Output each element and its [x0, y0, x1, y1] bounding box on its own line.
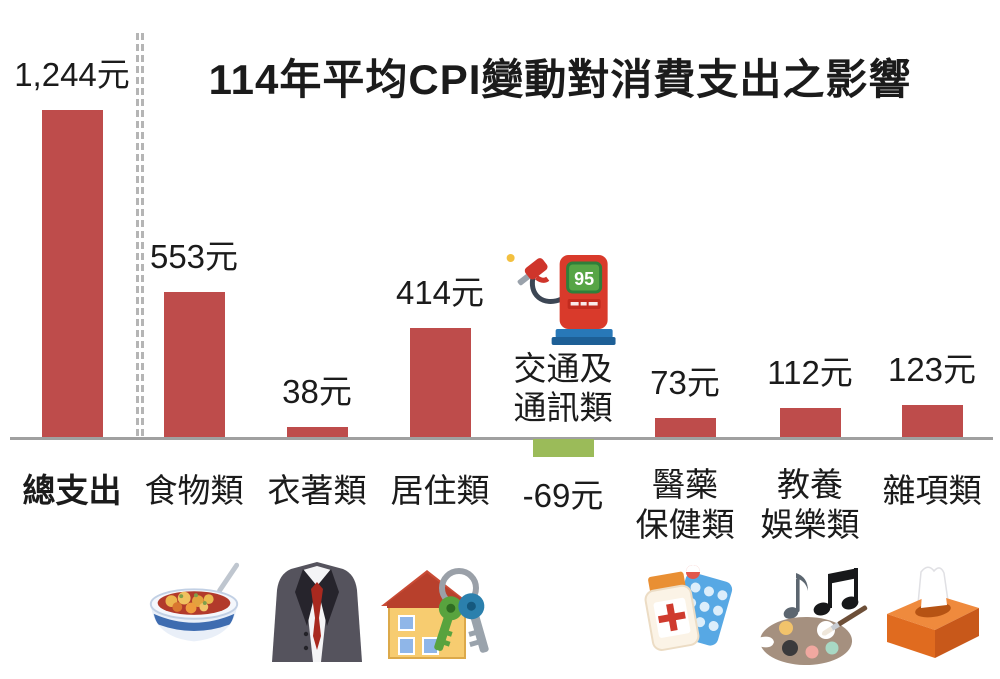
category-label: 總支出 [22, 472, 122, 509]
chart-title: 114年平均CPI變動對消費支出之影響 [208, 56, 912, 103]
bar-housing [409, 328, 471, 437]
medicine-icon [629, 556, 741, 668]
chart-column-education-entertainment: 112元 教養 娛樂類 [748, 0, 872, 679]
chart-column-total: 1,244元 總支出 [10, 0, 134, 679]
bar-value-label: 553元 [149, 238, 239, 275]
bar-food [163, 292, 225, 437]
bar-value-label: 123元 [887, 351, 977, 388]
bar-miscellaneous [901, 405, 963, 437]
total-separator-dashed-line [136, 33, 139, 437]
bar-education-entertainment [779, 408, 841, 437]
bar-value-label: 73元 [650, 364, 720, 401]
bar-clothing [286, 427, 348, 437]
house-keys-icon [379, 556, 501, 668]
x-axis-line [10, 437, 993, 440]
category-label: 教養 娛樂類 [760, 466, 860, 543]
suit-tie-icon [267, 556, 367, 668]
total-separator-dashed-line [141, 33, 144, 437]
chart-column-transport: 95 交通及 通訊類 -69元 [501, 0, 625, 679]
chart-column-miscellaneous: 123元 雜項類 [870, 0, 994, 679]
fuel-pump-icon: 95 [504, 247, 616, 345]
music-palette-icon [750, 556, 870, 668]
bar-medical [654, 418, 716, 437]
bar-total [41, 110, 103, 437]
chart-column-clothing: 38元 衣著類 [255, 0, 379, 679]
category-label: 食物類 [144, 472, 244, 509]
tissue-box-icon [875, 556, 989, 666]
bar-value-label: 1,244元 [14, 56, 130, 93]
bar-transport-negative [532, 439, 594, 457]
chart-column-housing: 414元 居住類 [378, 0, 502, 679]
category-label: 交通及 通訊類 [513, 350, 613, 426]
category-label: 醫藥 保健類 [635, 466, 735, 543]
chart-column-food: 553元 食物類 [132, 0, 256, 679]
chart-column-medical: 73元 醫藥 保健類 [623, 0, 747, 679]
food-bowl-icon [140, 556, 248, 656]
category-label: 居住類 [390, 472, 490, 509]
fuel-grade-label: 95 [574, 269, 594, 289]
bar-value-label: 38元 [282, 373, 352, 410]
bar-value-label: -69元 [522, 477, 604, 514]
bar-value-label: 414元 [395, 274, 485, 311]
category-label: 雜項類 [882, 472, 982, 509]
bar-value-label: 112元 [767, 354, 853, 391]
category-label: 衣著類 [267, 472, 367, 509]
